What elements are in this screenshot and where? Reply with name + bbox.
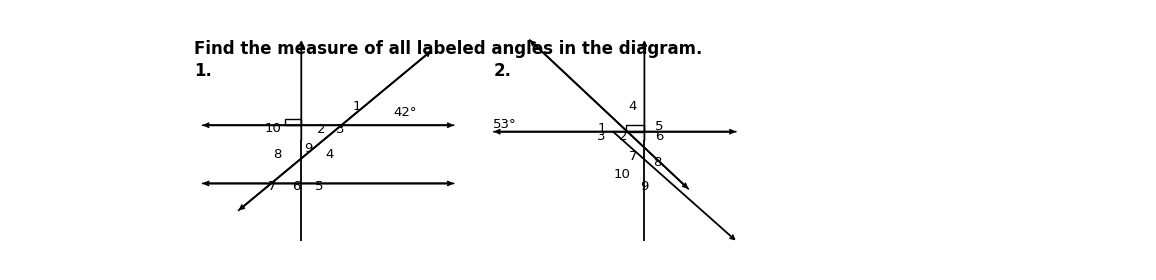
- Text: 6: 6: [292, 179, 301, 193]
- Text: 42°: 42°: [393, 106, 417, 119]
- Text: 8: 8: [653, 157, 661, 169]
- Text: 5: 5: [655, 120, 664, 133]
- Text: 4: 4: [326, 148, 334, 162]
- Text: 10: 10: [614, 168, 630, 181]
- Text: 2.: 2.: [494, 62, 512, 80]
- Text: 9: 9: [640, 180, 649, 193]
- Text: 5: 5: [314, 179, 324, 193]
- Text: 1.: 1.: [194, 62, 212, 80]
- Text: 2: 2: [317, 123, 325, 136]
- Text: 2: 2: [618, 130, 628, 143]
- Text: 3: 3: [335, 123, 344, 136]
- Text: Find the measure of all labeled angles in the diagram.: Find the measure of all labeled angles i…: [194, 40, 702, 58]
- Text: 1: 1: [598, 122, 606, 135]
- Text: 53°: 53°: [492, 118, 517, 131]
- Text: 8: 8: [273, 148, 281, 161]
- Text: 4: 4: [629, 101, 637, 113]
- Text: 10: 10: [265, 122, 281, 136]
- Text: 9: 9: [304, 143, 312, 155]
- Text: 1: 1: [353, 101, 361, 113]
- Text: 3: 3: [598, 130, 606, 143]
- Text: 7: 7: [268, 179, 277, 193]
- Text: 6: 6: [655, 130, 664, 143]
- Text: 7: 7: [629, 150, 637, 163]
